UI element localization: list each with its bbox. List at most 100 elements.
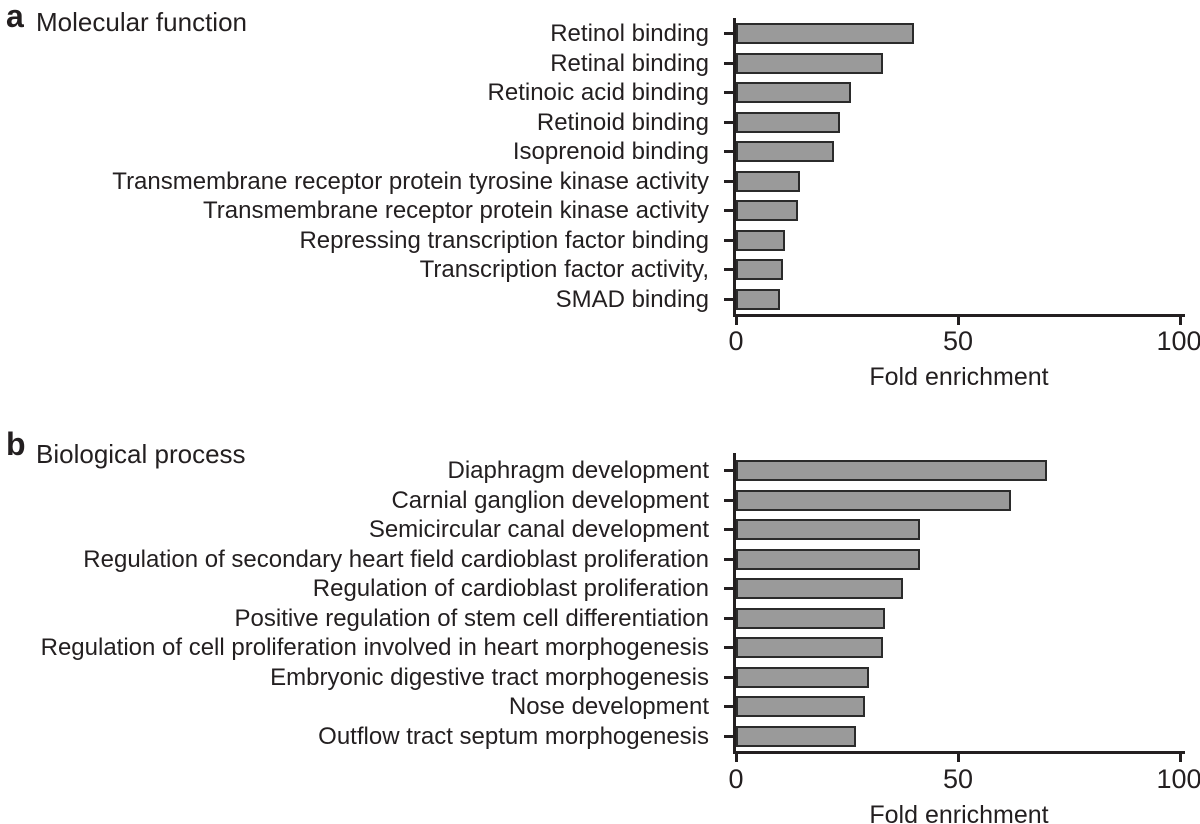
bar <box>736 170 801 192</box>
category-label: Regulation of secondary heart field card… <box>83 545 709 573</box>
category-label: Retinoid binding <box>536 108 709 136</box>
bar-row: Retinoid binding <box>0 108 1200 138</box>
y-tick <box>724 297 734 301</box>
bar <box>736 666 870 688</box>
bar <box>736 725 856 747</box>
bar <box>736 460 1047 482</box>
y-tick <box>724 61 734 65</box>
panel-letter-b: b <box>6 426 26 462</box>
y-tick <box>724 469 734 473</box>
bar-row: Transcription factor activity, <box>0 255 1200 285</box>
y-tick <box>724 616 734 620</box>
bar <box>736 52 883 74</box>
y-tick <box>724 238 734 242</box>
y-tick <box>724 150 734 154</box>
y-tick <box>724 209 734 213</box>
y-tick <box>724 675 734 679</box>
y-tick <box>724 557 734 561</box>
category-label: Regulation of cell proliferation involve… <box>40 634 709 661</box>
y-tick <box>724 528 734 532</box>
category-label: Retinol binding <box>550 20 709 47</box>
bar-rows: Retinol binding Retinal binding Retinoic a… <box>0 19 1200 314</box>
x-tick-0 <box>734 754 738 762</box>
y-axis-line <box>733 18 736 317</box>
y-tick <box>724 734 734 738</box>
x-tick-label-100: 100 <box>1156 764 1200 794</box>
bar-row: Diaphragm development <box>0 456 1200 486</box>
bar-row: Regulation of cell proliferation involve… <box>0 633 1200 663</box>
bar-row: Retinol binding <box>0 19 1200 49</box>
y-tick <box>724 268 734 272</box>
x-axis-line <box>733 314 1185 317</box>
category-label: Repressing transcription factor binding <box>299 226 709 254</box>
bar <box>736 229 785 251</box>
bar <box>736 200 799 222</box>
y-tick <box>724 120 734 124</box>
bar <box>736 288 781 310</box>
bar <box>736 82 852 104</box>
bar <box>736 141 834 163</box>
y-tick <box>724 498 734 502</box>
category-label: SMAD binding <box>555 285 709 313</box>
x-tick-50 <box>956 754 960 762</box>
category-label: Isoprenoid binding <box>512 138 709 165</box>
category-label: Retinal binding <box>550 49 709 77</box>
category-label: Semicircular canal development <box>368 516 709 543</box>
bar-row: Retinoic acid binding <box>0 78 1200 108</box>
category-label: Diaphragm development <box>447 457 709 484</box>
bar-rows: Diaphragm development Carnial ganglion de… <box>0 456 1200 751</box>
category-label: Transmembrane receptor protein tyrosine … <box>112 167 709 195</box>
bar-row: Transmembrane receptor protein kinase ac… <box>0 196 1200 226</box>
bar-row: Positive regulation of stem cell differe… <box>0 604 1200 634</box>
bar-row: Embryonic digestive tract morphogenesis <box>0 663 1200 693</box>
panel-title-biological-process: Biological process <box>36 439 246 469</box>
bar-row: Regulation of secondary heart field card… <box>0 545 1200 575</box>
bar-row: SMAD binding <box>0 285 1200 315</box>
y-tick <box>724 705 734 709</box>
bar-row: Transmembrane receptor protein tyrosine … <box>0 167 1200 197</box>
bar <box>736 607 885 629</box>
y-axis-line <box>733 453 736 754</box>
category-label: Nose development <box>508 693 709 720</box>
panel-molecular-function: a Molecular function Retinol binding Reti… <box>0 0 1200 391</box>
panel-title-molecular-function: Molecular function <box>36 7 247 37</box>
x-tick-label-0: 0 <box>728 764 744 794</box>
x-tick-label-50: 50 <box>942 764 974 794</box>
x-tick-label-50: 50 <box>942 326 974 356</box>
bar-row: Retinal binding <box>0 49 1200 79</box>
x-tick-50 <box>956 317 960 325</box>
category-label: Carnial ganglion development <box>391 486 709 514</box>
bar <box>736 519 921 541</box>
x-tick-100 <box>1178 754 1182 762</box>
category-label: Regulation of cardioblast proliferation <box>312 575 709 602</box>
bar <box>736 111 841 133</box>
category-label: Positive regulation of stem cell differe… <box>234 604 709 632</box>
category-label: Outflow tract septum morphogenesis <box>318 722 709 750</box>
bar-row: Semicircular canal development <box>0 515 1200 545</box>
category-label: Transmembrane receptor protein kinase ac… <box>203 197 709 224</box>
x-tick-0 <box>734 317 738 325</box>
x-axis-title: Fold enrichment <box>869 801 1049 824</box>
y-tick <box>724 32 734 36</box>
bar <box>736 489 1012 511</box>
bar-row: Repressing transcription factor binding <box>0 226 1200 256</box>
category-label: Transcription factor activity, <box>419 256 709 283</box>
category-label: Embryonic digestive tract morphogenesis <box>270 663 709 691</box>
x-tick-100 <box>1178 317 1182 325</box>
bar <box>736 696 865 718</box>
x-axis-line <box>733 751 1185 754</box>
bar <box>736 578 903 600</box>
bar <box>736 259 783 281</box>
panel-biological-process: b Biological process Diaphragm developme… <box>0 412 1200 824</box>
x-tick-label-0: 0 <box>728 326 744 356</box>
x-axis-title: Fold enrichment <box>869 363 1049 391</box>
y-tick <box>724 91 734 95</box>
y-tick <box>724 179 734 183</box>
panel-letter-a: a <box>6 0 24 34</box>
category-label: Retinoic acid binding <box>487 79 709 106</box>
bar <box>736 637 883 659</box>
y-tick <box>724 587 734 591</box>
x-tick-label-100: 100 <box>1156 326 1200 356</box>
bar-row: Nose development <box>0 692 1200 722</box>
